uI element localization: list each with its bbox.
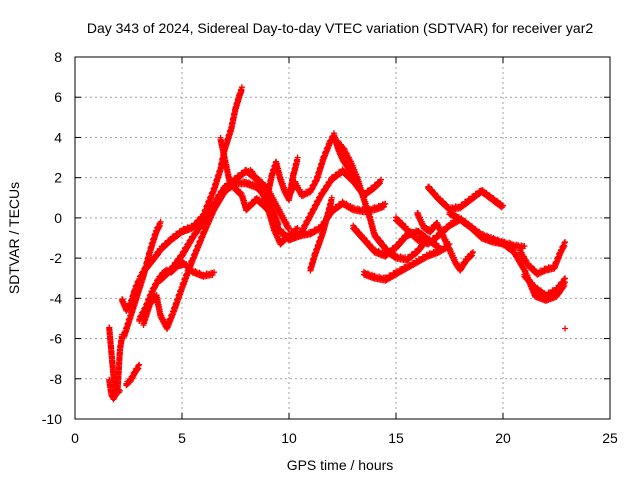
x-tick-label: 20 bbox=[495, 430, 511, 446]
data-point bbox=[116, 387, 123, 394]
y-tick-label: -4 bbox=[50, 290, 63, 306]
x-tick-label: 5 bbox=[178, 430, 186, 446]
x-tick-label: 25 bbox=[602, 430, 618, 446]
y-axis-label: SDTVAR / TECUs bbox=[6, 182, 22, 294]
series-arc-1 bbox=[106, 324, 126, 397]
chart-title: Day 343 of 2024, Sidereal Day-to-day VTE… bbox=[87, 20, 593, 36]
point-layer bbox=[106, 84, 569, 403]
data-point bbox=[134, 366, 141, 373]
y-tick-label: 2 bbox=[54, 170, 62, 186]
x-axis-label: GPS time / hours bbox=[287, 457, 394, 473]
data-point bbox=[286, 224, 292, 231]
x-tick-label: 0 bbox=[71, 430, 79, 446]
x-tick-label: 10 bbox=[281, 430, 297, 446]
data-point bbox=[136, 361, 143, 368]
y-tick-label: -2 bbox=[50, 250, 63, 266]
y-tick-label: 4 bbox=[54, 129, 62, 145]
y-tick-label: 8 bbox=[54, 49, 62, 65]
data-point bbox=[156, 222, 163, 229]
series-arc-2 bbox=[106, 376, 123, 403]
data-point bbox=[211, 269, 218, 276]
y-tick-label: -8 bbox=[50, 371, 63, 387]
series-arc-4 bbox=[121, 218, 164, 341]
data-point bbox=[135, 365, 142, 372]
x-tick-label: 15 bbox=[388, 430, 404, 446]
y-tick-label: -10 bbox=[42, 411, 62, 427]
y-tick-label: -6 bbox=[50, 331, 63, 347]
tick-layer: 0 5 10 15 20 25 -10 -8 -6 -4 -2 0 2 4 6 8 bbox=[42, 49, 618, 446]
data-point bbox=[285, 226, 292, 233]
data-point bbox=[157, 218, 164, 225]
data-point bbox=[238, 84, 245, 91]
y-tick-label: 0 bbox=[54, 210, 62, 226]
series-arc-5 bbox=[123, 361, 143, 389]
y-tick-label: 6 bbox=[54, 89, 62, 105]
data-point bbox=[156, 224, 163, 231]
